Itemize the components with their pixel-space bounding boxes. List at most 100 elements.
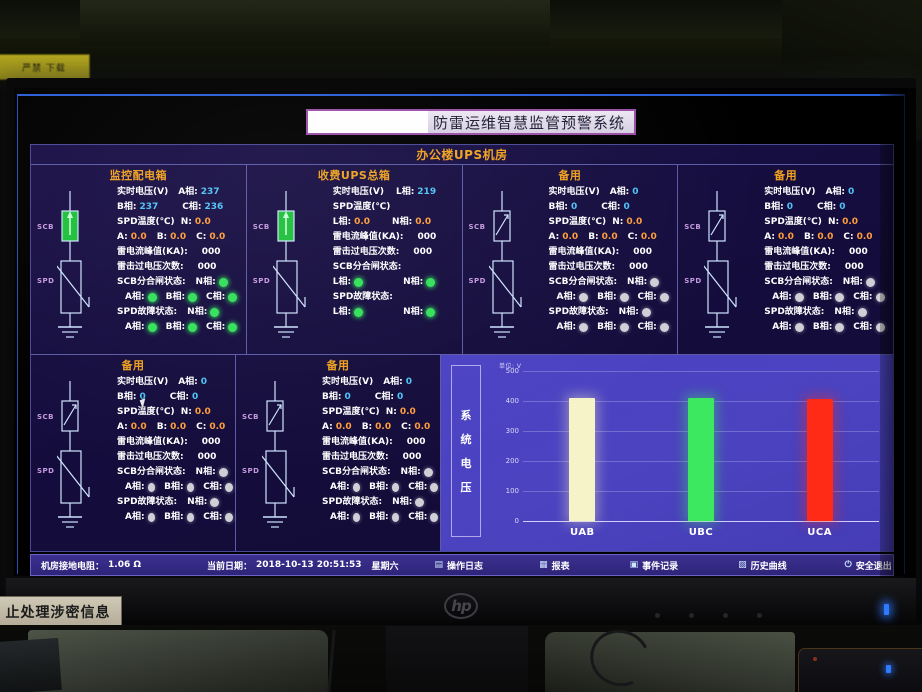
voltage-c-value: 0 xyxy=(623,202,630,212)
voltage-a-value: 0 xyxy=(405,377,413,387)
current-date: 当前日期： 2018-10-13 20:51:53 星期六 xyxy=(207,559,399,572)
status-led xyxy=(426,278,436,287)
chart-title-char: 统 xyxy=(460,433,472,446)
circuit-diagram: SCB SPD xyxy=(31,375,115,551)
spd-status-label: SPD故障状态: xyxy=(117,307,178,317)
date-label: 当前日期： xyxy=(207,561,253,572)
phase-c-label: C相: xyxy=(182,202,202,212)
status-led xyxy=(218,278,228,287)
panel-3[interactable]: 备用 SCB SPD 实时电压(V) A相: 0 B相: 0 C相: 0 xyxy=(463,165,679,354)
temp-row-1: SPD温度(℃) xyxy=(333,200,460,215)
status-led xyxy=(391,513,400,522)
overvoltage-count-label: 雷击过电压次数: xyxy=(548,262,616,272)
report-button[interactable]: ▦ 报表 xyxy=(539,559,570,572)
power-led xyxy=(884,604,889,615)
status-led xyxy=(579,293,589,302)
panel-row-top: 监控配电箱 SCB SPD 实时电压(V) A相: 237 B相: 237 C相: xyxy=(31,165,893,355)
scb-status-label: SCB分合闸状态: xyxy=(332,262,402,272)
status-led xyxy=(147,293,157,302)
status-led xyxy=(415,498,425,507)
temp-row-2: A: 0.0 B: 0.0 C: 0.0 xyxy=(117,420,233,435)
monitor-buttons[interactable] xyxy=(655,603,805,618)
panel-4[interactable]: 备用 SCB SPD 实时电压(V) A相: 0 B相: 0 C相: 0 xyxy=(678,165,893,354)
spd-temp-label: SPD温度(℃) xyxy=(548,217,607,227)
exit-button[interactable]: ⏻ 安全退出 xyxy=(845,559,892,572)
lightning-peak-label: 雷电流峰值(KA): xyxy=(548,247,620,257)
temp-b-label: B: xyxy=(156,232,168,242)
spd-temp-label: SPD温度(℃) xyxy=(322,407,380,417)
panel-readout: 实时电压(V) A相: 0 B相: 0 C相: 0 SPD温度(℃) N: 0.… xyxy=(547,185,678,354)
scb-status-label: SCB分合闸状态: xyxy=(117,467,186,477)
bar-UAB[interactable] xyxy=(569,398,596,521)
temp-c-value: 0.0 xyxy=(640,232,657,242)
status-led xyxy=(218,468,228,477)
phase-a-label: A相: xyxy=(825,187,846,197)
monitor-button[interactable] xyxy=(757,613,763,618)
temp-a-value: 0.0 xyxy=(130,422,147,432)
phase-a-label: A相: xyxy=(178,187,198,197)
voltage-row-1: 实时电压(V) A相: 237 xyxy=(117,185,244,200)
monitor-button[interactable] xyxy=(723,613,729,618)
history-curve-label: 历史曲线 xyxy=(750,561,787,572)
history-curve-button[interactable]: ▨ 历史曲线 xyxy=(738,559,787,572)
title-logo-area xyxy=(308,111,428,133)
temp-c-label: C: xyxy=(843,232,854,242)
scb-c-label: C相: xyxy=(408,482,428,492)
x-tick-label: UCA xyxy=(807,527,832,538)
spd-a-label: A相: xyxy=(330,512,350,522)
panel-1[interactable]: 监控配电箱 SCB SPD 实时电压(V) A相: 237 B相: 237 C相: xyxy=(31,165,247,354)
spd-status-label: SPD故障状态: xyxy=(332,292,393,302)
spd-a-label: A相: xyxy=(772,322,792,332)
panel-title: 监控配电箱 xyxy=(109,169,168,182)
phase-b-label: B相: xyxy=(117,202,137,212)
panel-6[interactable]: 备用 SCB SPD 实时电压(V) A相: 0 B相: 0 C相: 0 xyxy=(236,355,441,551)
temp-b-value: 0.0 xyxy=(817,232,834,242)
status-led xyxy=(794,293,804,302)
lightning-peak-label: 雷电流峰值(KA): xyxy=(764,247,836,257)
spd-status-row: SPD故障状态: N相: xyxy=(117,495,233,510)
temp-n-label: N: xyxy=(612,217,624,227)
op-log-label: 操作日志 xyxy=(447,561,484,572)
app-title-banner: 防雷运维智慧监管预警系统 xyxy=(306,109,636,135)
scb-b-label: B相: xyxy=(812,292,833,302)
temp-row-2: L相: 0.0 N相: 0.0 xyxy=(333,215,460,230)
temp-a-label: A: xyxy=(117,232,128,242)
spd-c-label: C相: xyxy=(206,322,226,332)
temp-n-value: 0.0 xyxy=(194,407,211,417)
chart-unit-label: 单位: V xyxy=(499,363,522,370)
monitor-button[interactable] xyxy=(655,613,660,618)
report-icon: ▦ xyxy=(539,560,548,570)
y-tick-label: 300 xyxy=(505,427,519,435)
floor-box xyxy=(0,637,62,692)
overvoltage-count-value: 000 xyxy=(197,262,217,272)
panel-readout: 实时电压(V) A相: 237 B相: 237 C相: 236 SPD温度(℃)… xyxy=(115,185,246,354)
bar-UCA[interactable] xyxy=(806,398,833,521)
peak-row: 雷电流峰值(KA): 000 xyxy=(764,245,891,260)
spd-label: SPD xyxy=(37,277,55,285)
bar-UBC[interactable] xyxy=(687,398,714,521)
panel-2[interactable]: 收费UPS总箱 SCB SPD 实时电压(V) L相: 219 SPD温度(℃) L… xyxy=(247,165,463,354)
circuit-diagram: SCB SPD xyxy=(247,185,331,354)
scb-phase-row: A相: B相: C相: xyxy=(117,480,233,495)
panel-body: SCB SPD 实时电压(V) A相: 0 B相: 0 C相: 0 xyxy=(236,375,440,551)
scb-status-label: SCB分合闸状态: xyxy=(117,277,186,287)
op-log-button[interactable]: ▤ 操作日志 xyxy=(435,559,484,572)
event-log-button[interactable]: ▣ 事件记录 xyxy=(630,559,679,572)
scb-phase-row: A相: B相: C相: xyxy=(322,480,438,495)
status-led xyxy=(430,483,438,492)
overvoltage-count-label: 雷击过电压次数: xyxy=(117,262,184,272)
temp-n-value: 0.0 xyxy=(399,407,416,417)
voltage-a-value: 0 xyxy=(632,187,639,197)
panel-5[interactable]: 备用 SCB SPD 实时电压(V) A相: 0 B相: 0 C相: 0 xyxy=(31,355,236,551)
spd-c-label: C相: xyxy=(203,512,223,522)
overvoltage-count-value: 000 xyxy=(197,452,217,462)
spd-status-label: SPD故障状态: xyxy=(117,497,178,507)
temp-row-2: A: 0.0 B: 0.0 C: 0.0 xyxy=(117,230,244,245)
screen-content: 防雷运维智慧监管预警系统 办公楼UPS机房 监控配电箱 SCB SPD 实时电压(V… xyxy=(17,94,905,576)
monitor-button[interactable] xyxy=(689,613,695,618)
system-voltage-chart[interactable]: 系统电压 单位: V 0 100 200 300 400 500 UAB UBC UCA xyxy=(441,355,893,551)
exit-label: 安全退出 xyxy=(855,561,892,572)
scb-label: SCB xyxy=(252,223,270,231)
phase-b-label: B相: xyxy=(764,202,784,212)
voltage-label: 实时电压(V) xyxy=(332,187,384,197)
